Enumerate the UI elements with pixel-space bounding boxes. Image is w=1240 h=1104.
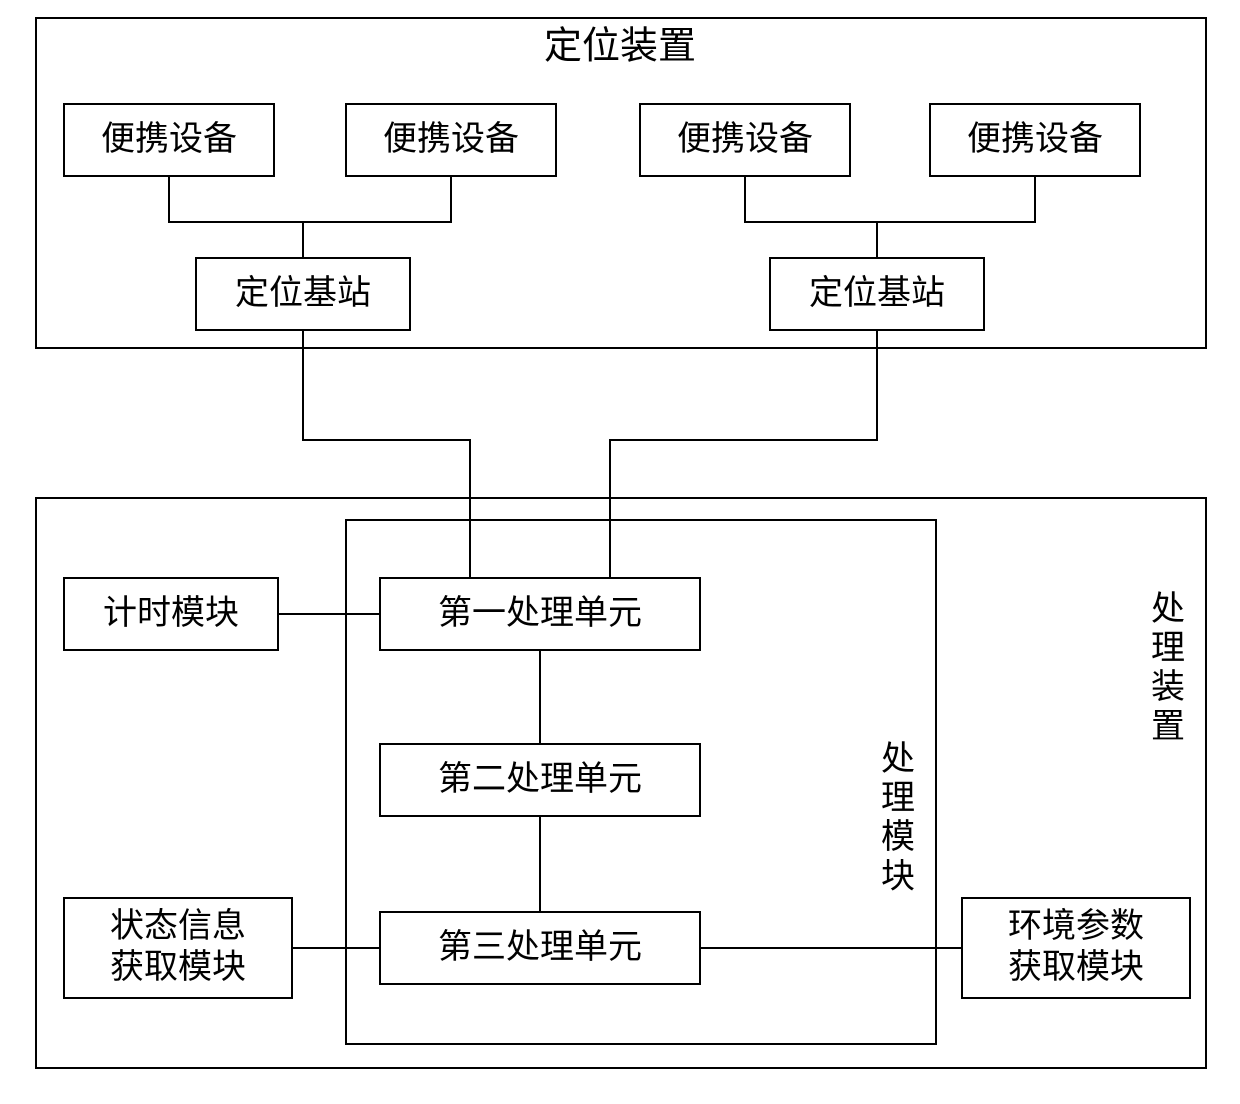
label-env-line2: 获取模块 [1008,948,1144,986]
label-env-line1: 环境参数 [1008,907,1144,945]
label-status-line2: 获取模块 [110,948,246,986]
label-pd3: 便携设备 [677,120,813,158]
label-u2: 第二处理单元 [438,760,642,798]
label-pd2: 便携设备 [383,120,519,158]
title-positioning-device: 定位装置 [544,26,696,68]
label-u1: 第一处理单元 [438,594,642,632]
label-status-line1: 状态信息 [110,907,246,945]
system-diagram: 定位装置便携设备 便携设备 便携设备 便携设备定位基站 定位基站计时模块 第一处理单元第二… [0,0,1240,1104]
label-bs1: 定位基站 [235,274,371,312]
label-u3: 第三处理单元 [438,928,642,966]
label-pd1: 便携设备 [101,120,237,158]
label-pd4: 便携设备 [967,120,1103,158]
label-timer: 计时模块 [103,594,239,632]
label-bs2: 定位基站 [809,274,945,312]
